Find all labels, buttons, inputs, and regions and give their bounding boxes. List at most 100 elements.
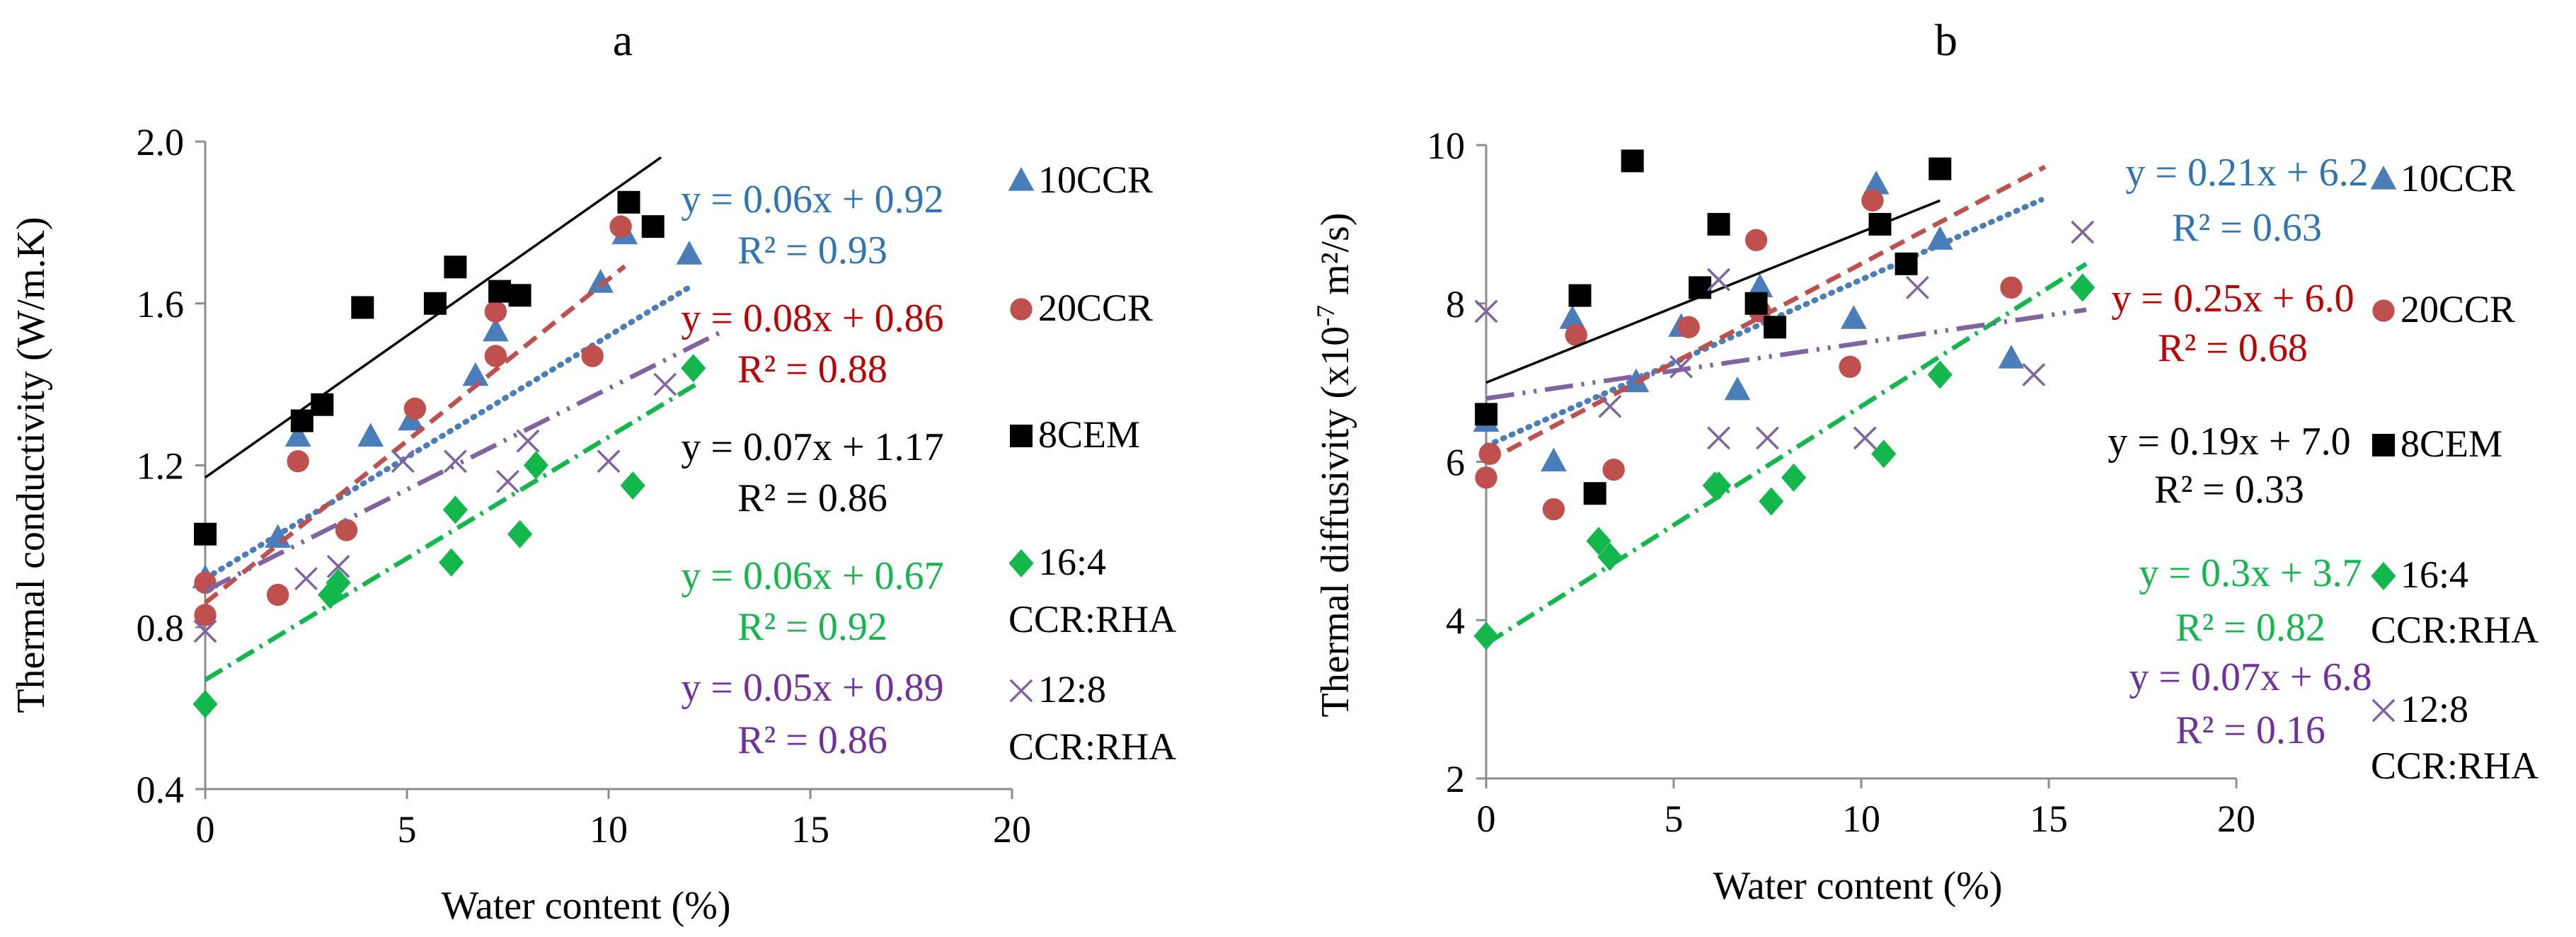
- panel-a-point-16-4-ccr-rha: [507, 519, 533, 548]
- panel-b-point-20ccr: [1478, 442, 1501, 465]
- panel-b-title: b: [1935, 15, 1957, 65]
- panel-b-x-tick-label: 5: [1664, 798, 1684, 840]
- panel-a-series-10ccr: 10CCR y = 0.06x + 0.92 R² = 0.93: [192, 159, 1153, 589]
- panel-b-point-12-8-ccr-rha: [2022, 362, 2046, 386]
- panel-a-y-tick-label: 1.6: [137, 283, 185, 326]
- panel-b-r2-20ccr: R² = 0.68: [2158, 326, 2308, 370]
- panel-b-point-16-4-ccr-rha: [1473, 621, 1499, 650]
- panel-b-point-12-8-ccr-rha: [1707, 268, 1731, 292]
- panel-b-point-8cem: [1868, 212, 1892, 236]
- panel-a-point-20ccr: [335, 519, 358, 541]
- panel-b-r2-10ccr: R² = 0.63: [2172, 206, 2322, 250]
- panel-a-point-20ccr: [194, 604, 217, 626]
- panel-a-point-12-8-ccr-rha: [496, 469, 519, 493]
- panel-b-point-10ccr: [1841, 305, 1867, 329]
- panel-b-point-12-8-ccr-rha: [1756, 426, 1779, 450]
- panel-a-point-8cem: [351, 296, 374, 319]
- panel-a-legend-label-10ccr: 10CCR: [1038, 159, 1153, 201]
- panel-a-y-axis-label: Thermal conductivity (W/m.K): [9, 217, 53, 713]
- panel-b-point-20ccr: [1839, 355, 1861, 378]
- panel-b-trendline-8cem: [1485, 199, 1940, 384]
- panel-b-legend-marker-16-4-ccr-rha: [2371, 562, 2396, 590]
- panel-a-point-12-8-ccr-rha: [294, 567, 318, 591]
- panel-b-point-8cem: [1621, 149, 1644, 173]
- panel-b-point-20ccr: [1677, 316, 1700, 338]
- panel-b-point-8cem: [1744, 292, 1768, 315]
- panel-a-y-tick-label: 0.8: [137, 607, 185, 649]
- panel-a-x-tick-label: 15: [791, 808, 829, 851]
- panel-a-point-20ccr: [609, 215, 632, 238]
- panel-b-point-12-8-ccr-rha: [1474, 299, 1498, 323]
- panel-a-point-10ccr: [676, 241, 703, 265]
- panel-b-point-8cem: [1707, 212, 1730, 236]
- panel-a-equation-8cem: y = 0.07x + 1.17: [681, 425, 943, 469]
- panel-a-point-8cem: [194, 522, 217, 546]
- panel-a-point-8cem: [641, 215, 665, 238]
- panel-a-point-10ccr: [483, 317, 509, 342]
- panel-a-point-20ccr: [484, 345, 507, 367]
- panel-b-series-20ccr: 20CCR y = 0.25x + 6.0 R² = 0.68: [1475, 164, 2515, 521]
- panel-b-legend-marker-10ccr: [2370, 166, 2397, 190]
- panel-b-point-16-4-ccr-rha: [1781, 463, 1807, 492]
- panel-b-point-20ccr: [1602, 459, 1625, 481]
- panel-a-x-tick-label: 5: [398, 808, 417, 851]
- panel-a-point-8cem: [423, 292, 447, 315]
- panel-a-point-12-8-ccr-rha: [443, 449, 467, 473]
- panel-a-x-tick-label: 0: [196, 808, 215, 851]
- panel-a-point-8cem: [290, 409, 314, 432]
- panel-b-point-16-4-ccr-rha: [1759, 487, 1784, 516]
- panel-a-legend-label2-12-8-ccr-rha: CCR:RHA: [1008, 725, 1176, 768]
- panel-a-equation-12-8-ccr-rha: y = 0.05x + 0.89: [681, 666, 943, 710]
- panel-a-legend-marker-8cem: [1010, 425, 1033, 447]
- panel-b-point-12-8-ccr-rha: [1707, 426, 1731, 450]
- panel-b-point-10ccr: [1541, 447, 1567, 472]
- panel-b-point-16-4-ccr-rha: [1927, 360, 1953, 389]
- panel-a-point-8cem: [488, 280, 512, 303]
- panel-a-point-10ccr: [587, 269, 614, 293]
- panel-a-point-16-4-ccr-rha: [681, 354, 706, 383]
- panel-b-y-tick-label: 10: [1427, 125, 1465, 167]
- panel-a-point-12-8-ccr-rha: [391, 449, 415, 473]
- panel-a-point-16-4-ccr-rha: [326, 568, 351, 597]
- panel-b-equation-10ccr: y = 0.21x + 6.2: [2125, 151, 2368, 195]
- panel-a-equation-10ccr: y = 0.06x + 0.92: [681, 178, 943, 222]
- panel-a-trendline-8cem: [204, 156, 662, 479]
- panel-b-equation-12-8-ccr-rha: y = 0.07x + 6.8: [2129, 655, 2371, 699]
- panel-b-r2-16-4-ccr-rha: R² = 0.82: [2175, 606, 2325, 650]
- panel-a-point-16-4-ccr-rha: [192, 689, 218, 718]
- panel-b-y-axis-label-main: Thermal diffusivity (x10: [1313, 326, 1357, 718]
- panel-b-legend-label-20ccr: 20CCR: [2400, 288, 2515, 330]
- panel-a-point-16-4-ccr-rha: [439, 548, 464, 577]
- panel-a-trendline-16-4-ccr-rha: [204, 381, 699, 682]
- panel-a-point-12-8-ccr-rha: [193, 619, 217, 643]
- panel-b-x-axis-label: Water content (%): [1713, 864, 2002, 908]
- panel-b-x-tick-label: 20: [2217, 798, 2255, 840]
- panel-a-legend-marker-10ccr: [1008, 167, 1035, 191]
- panel-a-trendline-12-8-ccr-rha: [204, 328, 727, 593]
- panel-b-legend-label-16-4-ccr-rha: 16:4: [2400, 553, 2468, 596]
- panel-b-equation-8cem: y = 0.19x + 7.0: [2108, 420, 2350, 464]
- panel-b-point-16-4-ccr-rha: [2070, 273, 2095, 302]
- panel-b-y-tick-label: 8: [1446, 283, 1465, 326]
- panel-a-y-tick-label: 0.4: [137, 769, 185, 811]
- panel-b-y-axis-label-tail: m²/s): [1313, 212, 1357, 304]
- panel-a-r2-20ccr: R² = 0.88: [737, 347, 887, 391]
- panel-b-point-8cem: [1928, 157, 1952, 180]
- panel-b-point-16-4-ccr-rha: [1871, 439, 1897, 468]
- panel-a-legend-marker-12-8-ccr-rha: [1009, 679, 1033, 703]
- panel-b-point-16-4-ccr-rha: [1586, 527, 1611, 556]
- panel-b-legend-marker-12-8-ccr-rha: [2371, 699, 2396, 723]
- panel-a-x-tick-label: 20: [993, 808, 1031, 851]
- panel-b-y-tick-label: 2: [1446, 758, 1465, 800]
- panel-b-point-8cem: [1583, 482, 1606, 505]
- panel-a-point-10ccr: [357, 422, 384, 447]
- panel-a-point-16-4-ccr-rha: [523, 451, 548, 480]
- panel-b-point-20ccr: [1565, 323, 1587, 347]
- panel-b-point-10ccr: [1998, 345, 2025, 369]
- panel-b-point-12-8-ccr-rha: [1669, 355, 1694, 379]
- panel-a-legend-label-20ccr: 20CCR: [1038, 287, 1153, 329]
- panel-b-point-12-8-ccr-rha: [1906, 275, 1929, 299]
- panel-a-point-20ccr: [484, 300, 507, 323]
